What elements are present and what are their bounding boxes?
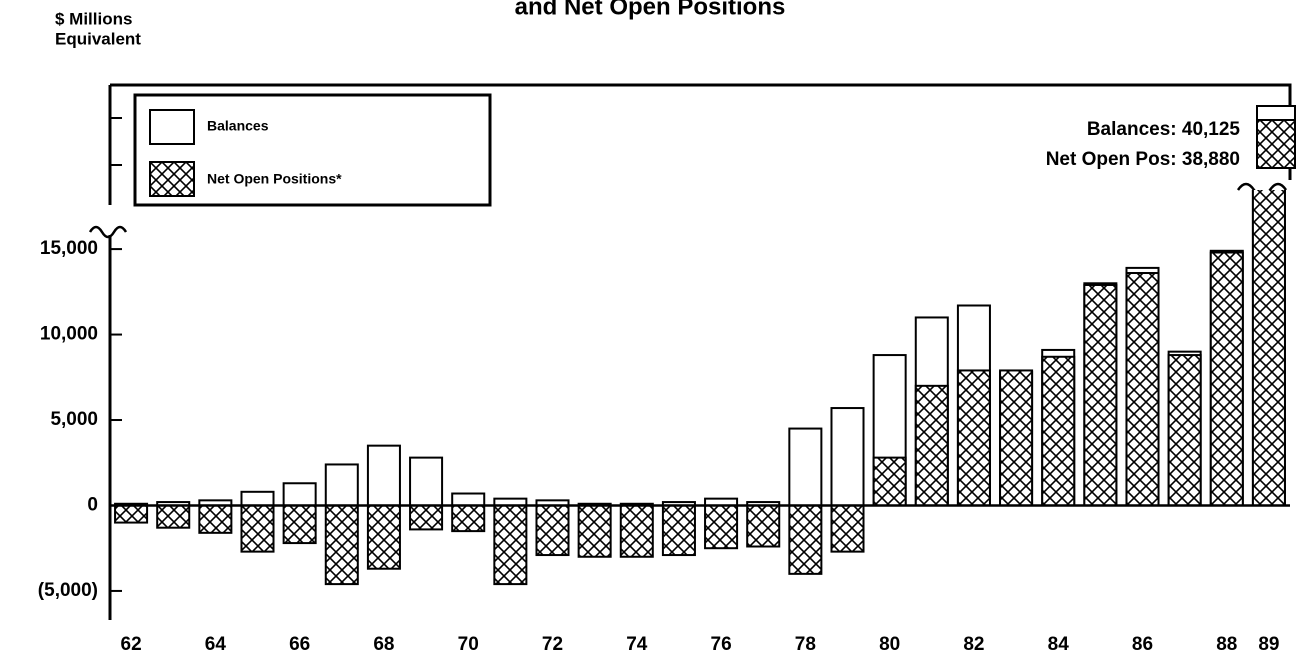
bar [324, 463, 359, 507]
bar [1041, 355, 1076, 507]
bar [1209, 251, 1244, 507]
legend-swatch [149, 161, 195, 197]
bar [704, 504, 739, 550]
legend-swatch [149, 109, 195, 145]
x-tick-label: 70 [458, 634, 479, 655]
x-tick-label: 66 [289, 634, 310, 655]
annotation-swatch [1256, 105, 1296, 121]
bar [830, 504, 865, 553]
bar [1083, 283, 1118, 507]
bar [282, 482, 317, 507]
legend-label: Balances [207, 118, 269, 134]
x-tick-label: 64 [205, 634, 227, 655]
bar [324, 504, 359, 586]
x-tick-label: 88 [1216, 634, 1237, 655]
bar [451, 504, 486, 533]
bar [577, 504, 612, 558]
bar [198, 504, 233, 534]
bar [1125, 272, 1160, 507]
x-tick-label: 86 [1132, 634, 1153, 655]
bar [1167, 354, 1202, 507]
annotation: Balances: 40,125 [1087, 119, 1241, 140]
bar [872, 456, 907, 507]
bar [661, 504, 696, 557]
x-tick-label: 82 [963, 634, 984, 655]
bar [788, 504, 823, 575]
bar [451, 492, 486, 507]
y-axis-label: $ Millions [55, 9, 132, 28]
annotation-swatch [1256, 119, 1296, 169]
x-tick-label: 84 [1048, 634, 1070, 655]
x-tick-label: 89 [1258, 634, 1279, 655]
bar [830, 407, 865, 507]
y-tick-label: 15,000 [40, 238, 98, 259]
y-tick-label: (5,000) [38, 580, 98, 601]
y-tick-label: 10,000 [40, 324, 98, 345]
bar [788, 427, 823, 507]
bar [999, 369, 1034, 507]
x-tick-label: 62 [121, 634, 142, 655]
x-tick-label: 78 [795, 634, 816, 655]
y-axis-label: Equivalent [55, 29, 141, 48]
bar [746, 504, 781, 548]
bar [1251, 190, 1286, 507]
x-tick-label: 80 [879, 634, 900, 655]
bar [914, 384, 949, 507]
x-tick-label: 76 [711, 634, 732, 655]
bars [114, 190, 1286, 586]
bar [366, 444, 401, 507]
bar [114, 504, 149, 524]
bar [240, 504, 275, 553]
chart-title: and Net Open Positions [515, 0, 786, 20]
bar [240, 490, 275, 507]
x-tick-label: 72 [542, 634, 563, 655]
x-tick-label: 74 [626, 634, 648, 655]
bar [156, 504, 191, 529]
axis-break [88, 225, 128, 239]
annotation: Net Open Pos: 38,880 [1046, 149, 1240, 170]
bar [409, 504, 444, 531]
bar [493, 504, 528, 586]
x-tick-label: 68 [373, 634, 394, 655]
bar [366, 504, 401, 570]
bar [535, 504, 570, 557]
y-tick-label: 5,000 [50, 409, 98, 430]
bar [282, 504, 317, 545]
y-tick-label: 0 [87, 494, 98, 515]
axis-tick [110, 117, 122, 166]
bar [619, 504, 654, 558]
bar [409, 456, 444, 507]
bar [956, 369, 991, 507]
legend-label: Net Open Positions* [207, 171, 342, 187]
